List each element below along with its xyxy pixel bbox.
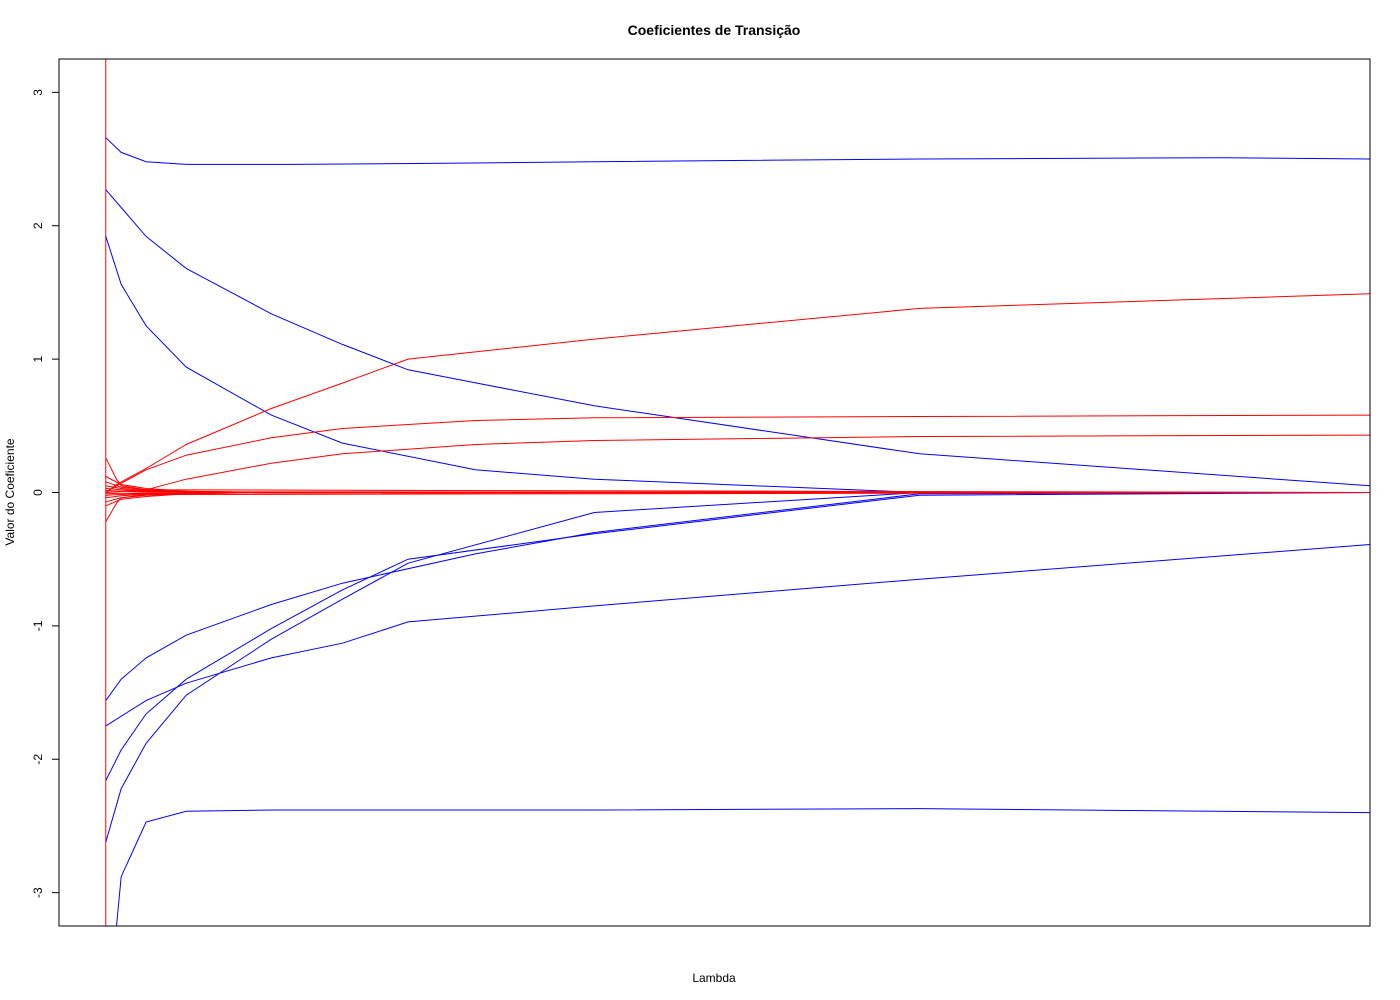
series-line-21 [105,492,1370,523]
y-tick-label-2: 1 [31,355,45,362]
y-tick-label-0: 3 [31,89,45,96]
series-line-3 [105,236,1370,493]
series-line-2 [105,189,1370,487]
chart-title: Coeficientes de Transição [628,22,801,38]
y-tick-label-3: 0 [31,489,45,496]
y-tick-label-5: -2 [31,754,45,765]
y-tick-label-6: -3 [31,887,45,898]
series-line-5 [105,544,1370,727]
series-line-9 [105,293,1370,493]
series-line-20 [105,457,1370,493]
y-tick-label-1: 2 [31,222,45,229]
y-axis-label: Valor do Coeficiente [3,438,17,546]
series-line-22 [105,490,1370,493]
plot-area [105,59,1370,926]
series-line-1 [105,137,1370,165]
series-line-4 [105,492,1370,701]
plot-frame [58,58,1371,927]
y-tick-label-4: -1 [31,620,45,631]
y-axis: 3 2 1 0 -1 -2 -3 [31,89,59,898]
series-line-23 [105,492,1370,495]
series-line-6 [105,492,1370,781]
series-line-7 [105,492,1370,843]
series-line-11 [105,434,1370,493]
series-line-10 [105,414,1370,493]
series-line-8 [116,808,1370,926]
x-axis-label: Lambda [692,971,736,985]
